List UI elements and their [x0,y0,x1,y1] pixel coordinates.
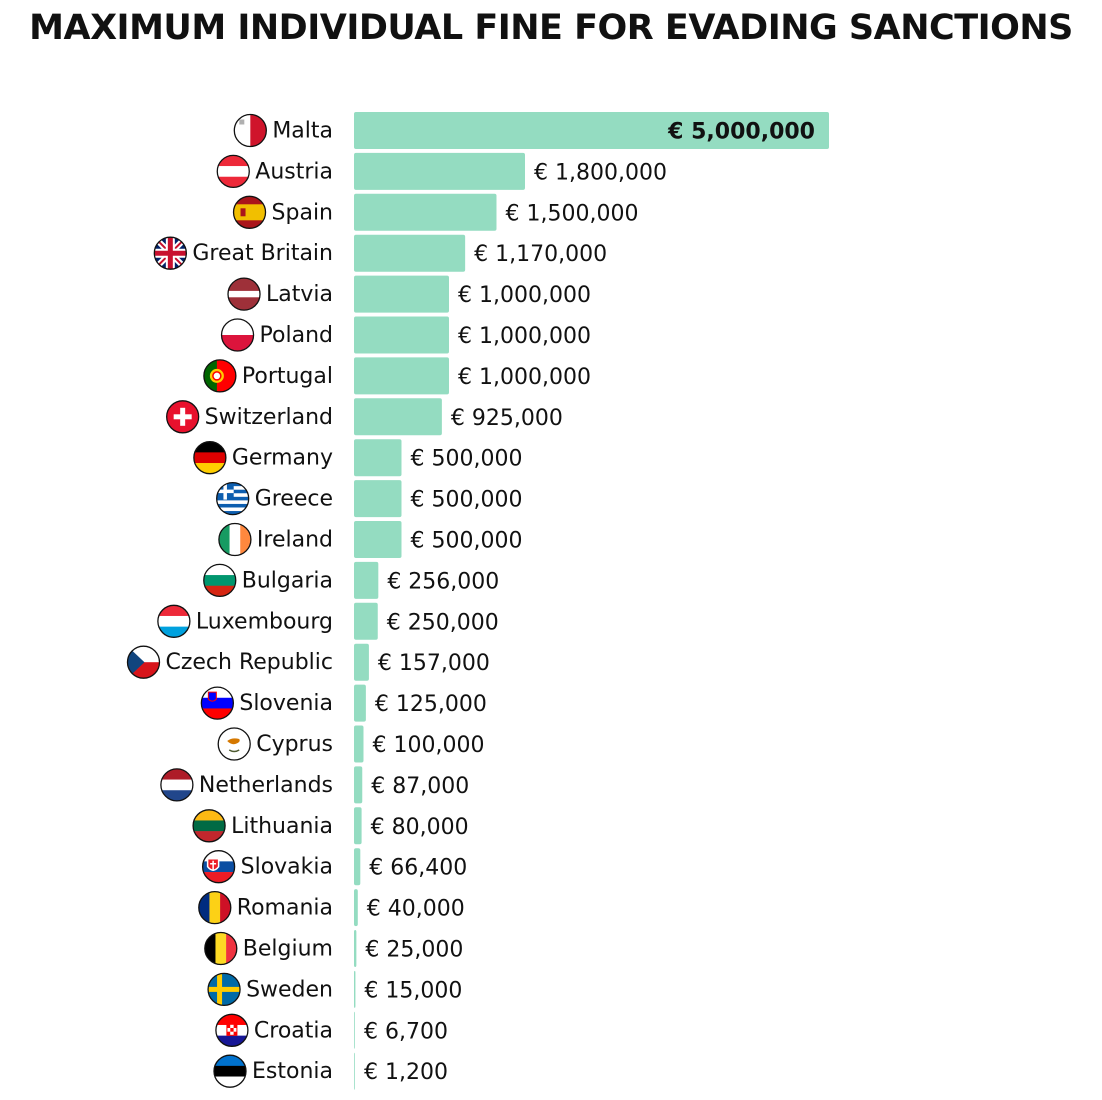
data-label: € 40,000 [367,897,465,922]
flag-switzerland-icon [166,400,200,434]
bar-portugal [354,357,449,395]
data-label: € 500,000 [411,447,523,472]
bar-cyprus [354,725,364,763]
bar-czech-republic [354,643,369,681]
data-label: € 25,000 [365,938,463,963]
bar-switzerland [354,398,442,436]
bar-sweden [354,970,356,1008]
data-label: € 5,000,000 [667,120,815,145]
flag-latvia-icon [227,277,261,311]
category-label: Croatia [254,1018,333,1043]
category-label: Luxembourg [196,609,333,634]
bar-croatia [354,1011,355,1049]
bar-netherlands [354,766,363,804]
bar-bulgaria [354,561,379,599]
data-label: € 1,800,000 [534,160,667,185]
data-label: € 1,000,000 [458,324,591,349]
category-label: Slovakia [241,855,333,880]
data-label: € 87,000 [371,774,469,799]
category-label: Cyprus [256,732,333,757]
category-label: Poland [260,323,333,348]
bar-ireland [354,521,402,558]
flag-romania-icon [198,890,232,925]
bar-romania [354,889,358,927]
flag-estonia-icon [213,1054,247,1088]
category-label: Bulgaria [242,568,333,593]
data-label: € 500,000 [411,488,523,513]
flag-sweden-icon [207,972,241,1007]
category-label: Spain [272,200,333,225]
bar-greece [354,480,402,518]
category-label: Lithuania [231,814,333,839]
category-label: Sweden [246,977,333,1002]
category-label: Greece [255,487,333,512]
data-label: € 1,000,000 [458,365,591,390]
data-label: € 80,000 [371,815,469,840]
flag-croatia-icon [215,1013,249,1047]
flag-czech-republic-icon [126,645,161,679]
category-label: Germany [232,446,333,471]
bar-great-britain [354,234,466,272]
bar-germany [354,439,402,477]
data-label: € 1,000,000 [458,283,591,308]
flag-malta-icon [233,113,267,148]
flag-cyprus-icon [217,727,251,761]
flag-germany-icon [193,441,227,475]
flag-bulgaria-icon [203,563,237,598]
flag-greece-icon [216,481,250,516]
category-label: Malta [272,119,333,144]
bar-luxembourg [354,602,378,640]
flag-belgium-icon [204,931,238,966]
flag-great-britain-icon [153,236,187,270]
data-label: € 250,000 [387,610,499,635]
data-label: € 925,000 [451,406,563,431]
bar-estonia [354,1052,355,1090]
flag-luxembourg-icon [157,604,191,638]
flag-spain-icon [232,195,267,229]
category-label: Estonia [252,1059,333,1084]
data-label: € 256,000 [387,569,499,594]
bar-lithuania [354,807,362,845]
category-label: Belgium [243,937,333,962]
flag-netherlands-icon [160,768,194,802]
data-label: € 66,400 [369,856,467,881]
flag-lithuania-icon [192,809,226,843]
category-label: Slovenia [239,691,333,716]
bar-spain [354,193,497,231]
data-label: € 500,000 [411,529,523,554]
category-label: Latvia [266,282,333,307]
category-label: Czech Republic [165,650,333,675]
bar-slovakia [354,848,361,886]
data-label: € 157,000 [378,651,490,676]
bar-malta [354,112,829,149]
data-label: € 6,700 [364,1019,448,1044]
flag-portugal-icon [203,359,237,393]
category-label: Switzerland [205,405,333,430]
category-label: Great Britain [192,241,333,266]
flag-slovenia-icon [200,686,235,720]
chart-title: MAXIMUM INDIVIDUAL FINE FOR EVADING SANC… [29,8,1073,48]
bar-poland [354,316,449,354]
data-label: € 1,500,000 [506,201,639,226]
bar-austria [354,152,525,190]
bar-latvia [354,275,449,313]
flag-slovakia-icon [201,850,236,884]
bar-belgium [354,930,357,967]
data-label: € 1,170,000 [474,242,607,267]
data-label: € 15,000 [364,978,462,1003]
flag-ireland-icon [218,522,252,557]
category-label: Portugal [242,364,333,389]
bar-slovenia [354,684,366,722]
data-label: € 100,000 [373,733,485,758]
flag-poland-icon [220,318,255,352]
category-label: Austria [255,159,333,184]
flag-austria-icon [216,154,250,189]
data-label: € 1,200 [364,1060,448,1085]
category-label: Netherlands [199,773,333,798]
category-label: Ireland [257,528,333,553]
category-label: Romania [237,896,333,921]
data-label: € 125,000 [375,692,487,717]
